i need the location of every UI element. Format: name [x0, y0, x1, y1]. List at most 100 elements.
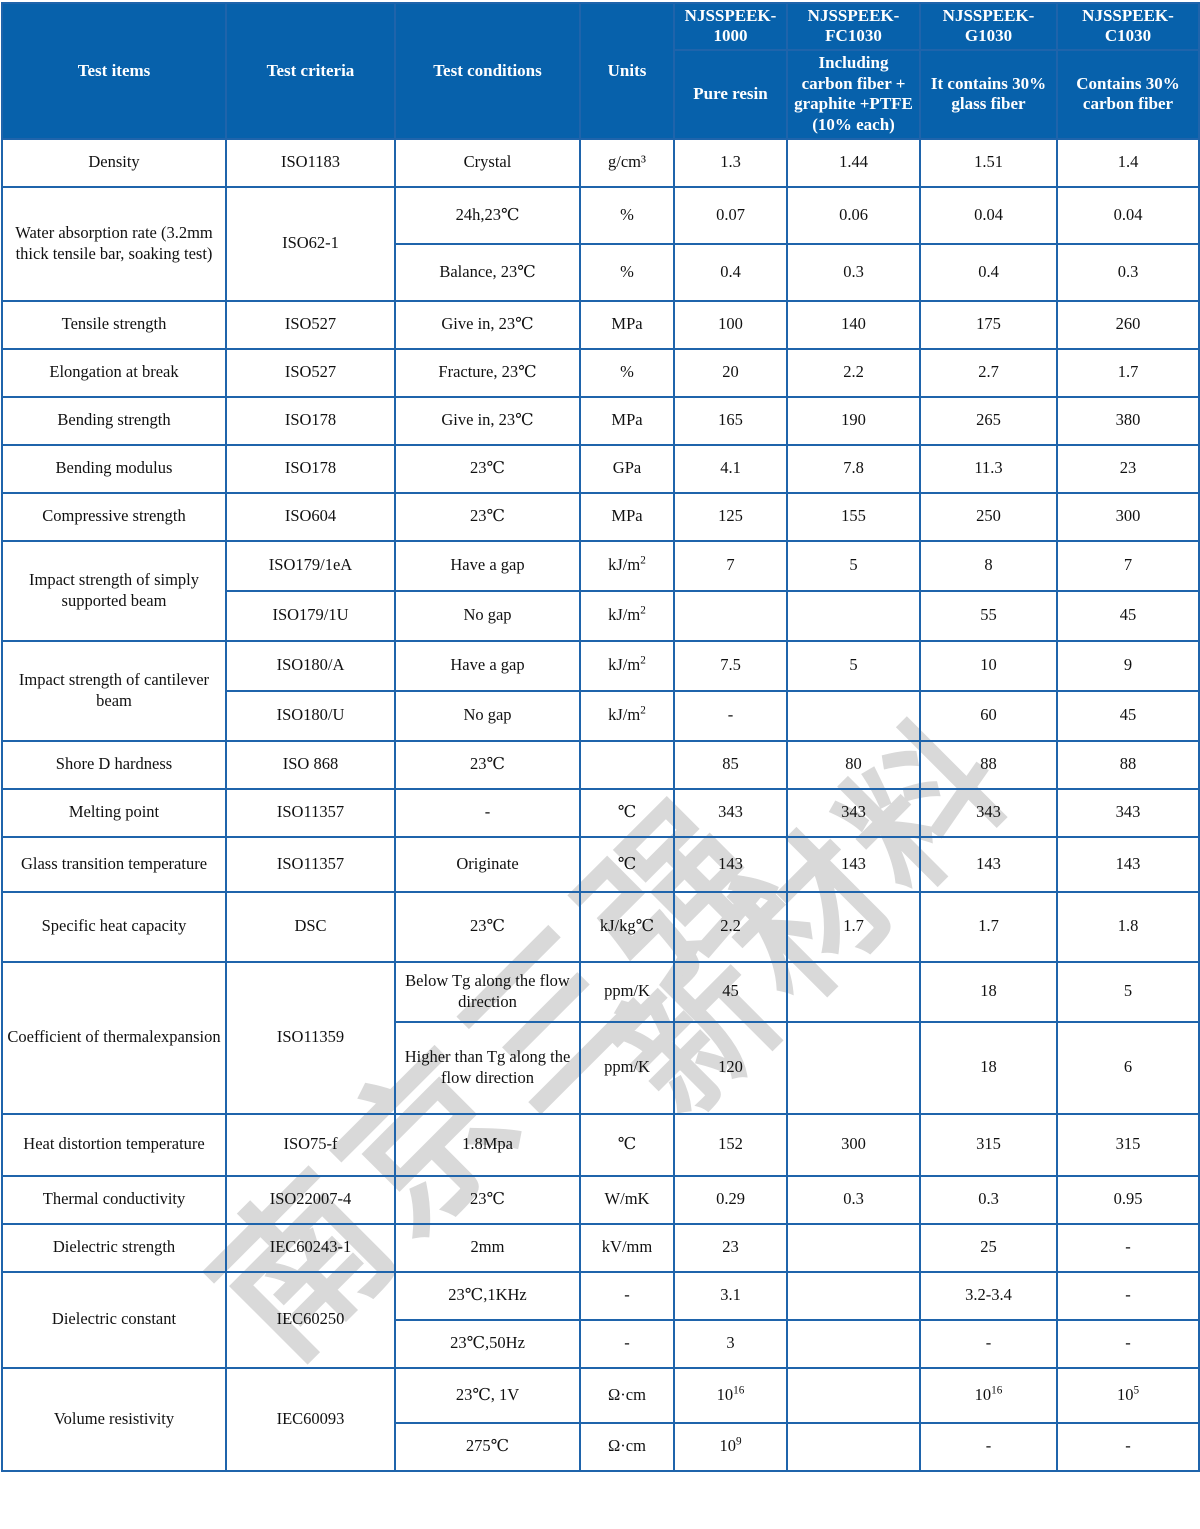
- test-condition-cell: 23℃: [394, 1174, 581, 1225]
- unit-cell: kJ/kg℃: [579, 890, 675, 963]
- value-cell-product-1: 20: [673, 347, 788, 398]
- table-row: Dielectric constant IEC60250 23℃,1KHz -3.1 3…: [1, 1270, 1200, 1369]
- test-condition-cell: 23℃: [394, 443, 581, 494]
- value-cell-product-3: -: [919, 1318, 1058, 1369]
- product-description-njsspeek-c1030: Contains 30% carbon fiber: [1056, 48, 1200, 140]
- test-condition-cell: 23℃: [394, 491, 581, 542]
- value-cell-product-2: [786, 1366, 921, 1424]
- test-item-cell: Tensile strength: [1, 299, 227, 350]
- test-condition-cell: 275℃: [394, 1421, 581, 1472]
- test-item-cell: Coefficient of thermalexpansion: [1, 960, 227, 1115]
- value-cell-product-2: 80: [786, 739, 921, 790]
- value-cell-product-2: [786, 1270, 921, 1321]
- test-condition-cell: 23℃,50Hz: [394, 1318, 581, 1369]
- table-body: Density ISO1183 Crystal g/cm³ 1.3 1.44 1.51 1.4…: [1, 137, 1200, 1472]
- value-cell-product-1: 45: [673, 960, 788, 1023]
- value-cell-product-3: 18: [919, 1020, 1058, 1115]
- table-header: Test items Test criteria Test conditions…: [1, 2, 1200, 140]
- value-cell-product-2: 5: [786, 639, 921, 692]
- table-row: Impact strength of cantilever beam ISO180…: [1, 639, 1200, 742]
- value-cell-product-2: [786, 1020, 921, 1115]
- value-cell-product-4: 45: [1056, 589, 1200, 642]
- unit-cell: Ω·cm: [579, 1421, 675, 1472]
- value-cell-product-2: 1.44: [786, 137, 921, 188]
- test-criteria-cell: ISO11359: [225, 960, 396, 1115]
- unit-cell: kJ/m2: [579, 639, 675, 692]
- value-cell-product-3: 18: [919, 960, 1058, 1023]
- test-criteria-cell: IEC60243-1: [225, 1222, 396, 1273]
- test-condition-cell: Balance, 23℃: [394, 242, 581, 302]
- test-item-cell: Impact strength of simply supported beam: [1, 539, 227, 642]
- value-cell-product-4: 260: [1056, 299, 1200, 350]
- value-cell-product-3: 0.4: [919, 242, 1058, 302]
- unit-cell: W/mK: [579, 1174, 675, 1225]
- unit-cell: %: [579, 242, 675, 302]
- value-cell-product-4: 0.04: [1056, 185, 1200, 245]
- test-criteria-cell: ISO178: [225, 395, 396, 446]
- product-description-njsspeek-1000: Pure resin: [673, 48, 788, 140]
- value-cell-product-2: [786, 1421, 921, 1472]
- test-criteria-cell: ISO 868: [225, 739, 396, 790]
- test-condition-cell: 23℃, 1V: [394, 1366, 581, 1424]
- value-cell-product-2: 190: [786, 395, 921, 446]
- value-cell-product-1: 3: [673, 1318, 788, 1369]
- table-row: ISO179/1U No gap kJ/m2 55 45: [2, 589, 1200, 642]
- test-condition-cell: Higher than Tg along the flow direction: [394, 1020, 581, 1115]
- unit-cell: -: [579, 1318, 675, 1369]
- value-cell-product-4: 143: [1056, 835, 1200, 893]
- value-cell-product-2: 7.8: [786, 443, 921, 494]
- test-criteria-cell: ISO180/U: [225, 689, 396, 742]
- unit-cell: ℃: [579, 835, 675, 893]
- unit-cell: kV/mm: [579, 1222, 675, 1273]
- product-header-njsspeek-1000: NJSSPEEK-1000: [673, 2, 788, 51]
- test-criteria-cell: ISO11357: [225, 835, 396, 893]
- test-criteria-cell: ISO527: [225, 347, 396, 398]
- test-item-cell: Dielectric strength: [1, 1222, 227, 1273]
- test-condition-cell: Give in, 23℃: [394, 299, 581, 350]
- table-row: Shore D hardness ISO 868 23℃ 85 80 88 88: [1, 739, 1200, 790]
- test-condition-cell: Fracture, 23℃: [394, 347, 581, 398]
- test-item-cell: Glass transition temperature: [1, 835, 227, 893]
- test-item-cell: Elongation at break: [1, 347, 227, 398]
- value-cell-product-4: 1.7: [1056, 347, 1200, 398]
- test-condition-cell: 24h,23℃: [394, 185, 581, 245]
- value-cell-product-3: 60: [919, 689, 1058, 742]
- value-cell-product-2: 140: [786, 299, 921, 350]
- value-cell-product-4: 1.4: [1056, 137, 1200, 188]
- test-criteria-cell: ISO180/A: [225, 639, 396, 692]
- value-cell-product-2: [786, 1318, 921, 1369]
- value-cell-product-4: 23: [1056, 443, 1200, 494]
- value-cell-product-4: -: [1056, 1270, 1200, 1321]
- value-cell-product-1: 23: [673, 1222, 788, 1273]
- value-cell-product-4: -: [1056, 1318, 1200, 1369]
- unit-cell: MPa: [579, 491, 675, 542]
- unit-cell: %: [579, 185, 675, 245]
- value-cell-product-4: 300: [1056, 491, 1200, 542]
- value-cell-product-4: 88: [1056, 739, 1200, 790]
- value-cell-product-1: 7: [673, 539, 788, 592]
- test-condition-cell: 23℃: [394, 890, 581, 963]
- product-header-njsspeek-c1030: NJSSPEEK-C1030: [1056, 2, 1200, 51]
- unit-cell: ℃: [579, 787, 675, 838]
- value-cell-product-2: [786, 960, 921, 1023]
- test-condition-cell: Below Tg along the flow direction: [394, 960, 581, 1023]
- value-cell-product-2: 343: [786, 787, 921, 838]
- table-row: Impact strength of simply supported beam…: [1, 539, 1200, 642]
- table-row: Melting point ISO11357- ℃ 343 343 343 343: [1, 787, 1200, 838]
- value-cell-product-1: 100: [673, 299, 788, 350]
- unit-cell: -: [579, 1270, 675, 1321]
- test-criteria-cell: ISO178: [225, 443, 396, 494]
- value-cell-product-2: 143: [786, 835, 921, 893]
- value-cell-product-3: 250: [919, 491, 1058, 542]
- test-item-cell: Volume resistivity: [1, 1366, 227, 1472]
- value-cell-product-4: 0.95: [1056, 1174, 1200, 1225]
- value-cell-product-1: 2.2: [673, 890, 788, 963]
- test-criteria-cell: ISO62-1: [225, 185, 396, 302]
- test-item-cell: Thermal conductivity: [1, 1174, 227, 1225]
- unit-cell: MPa: [579, 299, 675, 350]
- product-description-njsspeek-fc1030: Including carbon fiber + graphite +PTFE …: [786, 48, 921, 140]
- test-condition-cell: Have a gap: [394, 639, 581, 692]
- value-cell-product-4: 7: [1056, 539, 1200, 592]
- unit-cell: kJ/m2: [579, 589, 675, 642]
